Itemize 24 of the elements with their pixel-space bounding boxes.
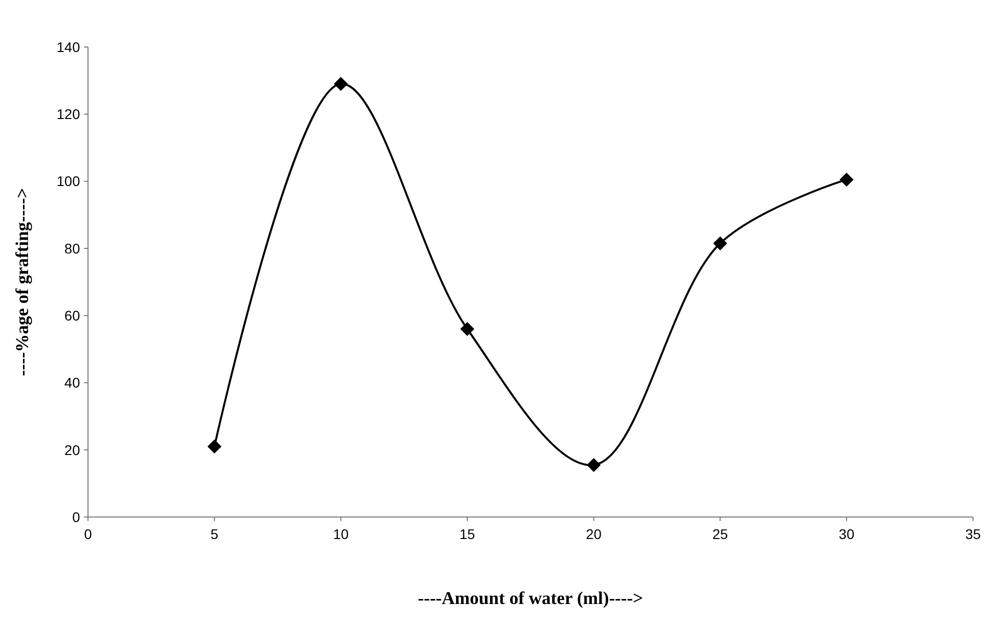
point [460,322,474,336]
x-tick-label: 5 [210,526,219,542]
x-tick-label: 30 [838,526,855,542]
x-tick-label: 0 [84,526,92,542]
x-tick-label: 20 [586,526,602,542]
y-tick-label: 40 [64,374,80,391]
y-tick-label: 80 [64,240,80,256]
y-tick-label: 60 [64,307,80,324]
point [713,236,728,250]
y-axis-title: ----%age of grafting----> [12,188,32,376]
y-tick-label: 20 [64,442,80,458]
x-tick-label: 35 [965,526,981,542]
y-tick-label: 140 [56,38,80,55]
point [207,440,222,454]
x-tick-label: 10 [333,526,349,542]
y-tick-label: 120 [56,106,80,122]
point [586,458,601,472]
y-tick-label: 0 [72,508,80,525]
y-tick-label: 100 [56,173,80,190]
x-tick-label: 25 [712,526,728,542]
point [840,172,854,187]
x-tick-label: 15 [459,526,476,542]
point [334,76,348,91]
x-axis-title: ----Amount of water (ml)----> [418,588,644,608]
